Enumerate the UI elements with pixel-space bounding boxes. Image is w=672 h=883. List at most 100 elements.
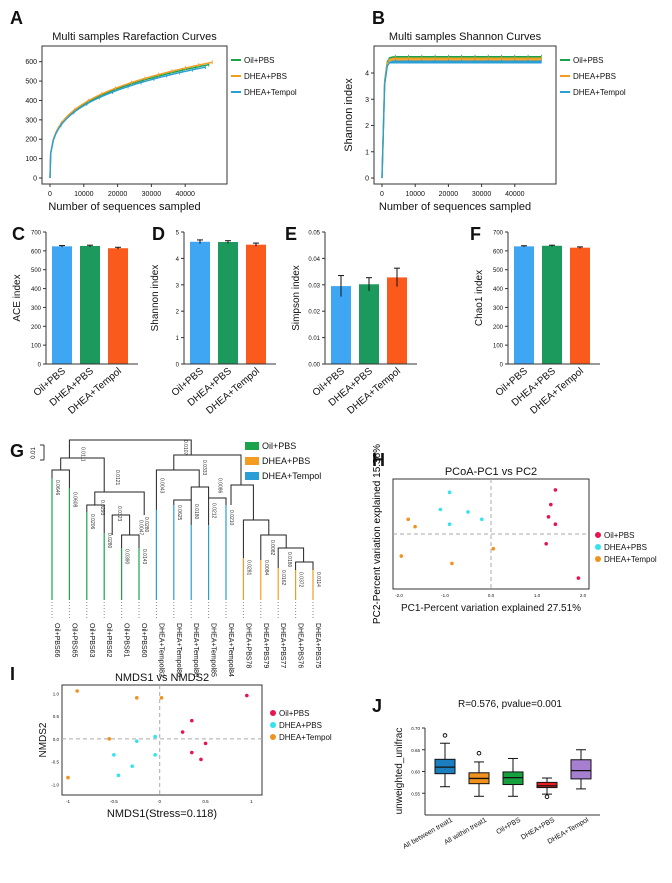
point-DHEA+Tempol (450, 561, 454, 566)
point-DHEA+Tempol (406, 517, 411, 522)
series-line-DHEA+Tempol (381, 60, 542, 179)
branch-length-label: 0.0082 (269, 540, 275, 556)
leaf-label: Oil+PBS66 (53, 623, 60, 658)
point-DHEA+PBS (112, 753, 116, 757)
leaf-label: DHEA+Tempol86 (192, 623, 199, 677)
y-tick-label: 0.65 (411, 748, 420, 753)
point-Oil+PBS (544, 542, 548, 546)
legend-label: Oil+PBS (604, 531, 634, 540)
x-tick-label: 40000 (175, 191, 195, 198)
branch-length-label: 0.0114 (315, 572, 321, 587)
y-tick-label: 400 (493, 287, 504, 293)
branch-length-label: 0.0281 (245, 560, 251, 576)
panel-letter-C: C (12, 224, 25, 244)
point-DHEA+PBS (480, 517, 484, 522)
y-tick-label: 0.02 (308, 310, 320, 316)
legend-swatch (595, 556, 601, 562)
y-tick-label: 300 (25, 117, 37, 124)
y-tick-label: 0.70 (411, 726, 420, 731)
y-tick-label: 3 (365, 97, 369, 104)
point-DHEA+PBS (153, 753, 157, 757)
y-tick-label: 700 (493, 231, 504, 237)
point-Oil+PBS (549, 502, 553, 507)
series-line-Oil+PBS (49, 63, 209, 179)
legend-swatch (245, 472, 259, 480)
x-axis-label: NMDS1(Stress=0.118) (107, 808, 217, 820)
y-axis-label: Simpson index (291, 265, 302, 331)
panel-letter-A: A (10, 8, 23, 28)
dendrogram-branch (111, 514, 131, 535)
x-tick-label: -2.0 (395, 593, 403, 598)
y-tick-label: 100 (493, 344, 504, 350)
y-tick-label: 200 (31, 325, 42, 331)
legend-label: Oil+PBS (244, 56, 274, 65)
x-tick-label: 20000 (108, 191, 128, 198)
point-DHEA+PBS (466, 510, 470, 514)
legend-swatch (245, 442, 259, 450)
point-DHEA+Tempol (399, 554, 404, 558)
panel-letter-E: E (285, 224, 297, 244)
dendrogram-branch (295, 561, 314, 570)
x-axis-label: Number of sequences sampled (379, 201, 531, 213)
outlier-point (442, 733, 448, 738)
point-Oil+PBS (576, 576, 581, 580)
legend-label: DHEA+PBS (573, 72, 616, 81)
legend-label: DHEA+Tempol (262, 471, 321, 481)
y-tick-label: 0.5 (53, 714, 60, 719)
y-tick-label: 0.0 (53, 737, 60, 742)
panel-letter-F: F (470, 224, 481, 244)
leaf-label: Oil+PBS62 (105, 623, 112, 658)
branch-length-label: 0.0625 (176, 505, 182, 521)
legend-label: Oil+PBS (262, 441, 296, 451)
x-tick-label: 10000 (405, 191, 425, 198)
y-tick-label: 0.05 (308, 231, 320, 237)
bar-DHEA+Tempol (108, 248, 128, 364)
point-DHEA+PBS (447, 490, 452, 495)
y-tick-label: 0 (33, 176, 37, 183)
point-DHEA+PBS (116, 773, 121, 778)
leaf-label: DHEA+Tempol84 (227, 623, 234, 677)
dendrogram-branch (86, 504, 105, 533)
y-tick-label: 200 (493, 325, 504, 331)
leaf-label: Oil+PBS61 (123, 623, 130, 658)
leaf-label: DHEA+Tempol85 (210, 623, 217, 677)
point-DHEA+Tempol (134, 696, 139, 700)
bar-DHEA+Tempol (246, 244, 266, 364)
y-tick-label: 0 (500, 363, 504, 369)
y-tick-label: 300 (31, 306, 42, 312)
x-tick-label: 30000 (472, 191, 492, 198)
series-line-DHEA+PBS (381, 57, 542, 179)
x-tick-label: -1.0 (441, 593, 449, 598)
dendrogram-branch (277, 547, 305, 568)
y-axis-label: unweighted_unifrac (394, 728, 405, 815)
x-tick-label: 0 (48, 191, 52, 198)
branch-length-label: 0.0280 (106, 533, 112, 549)
chart-title: NMDS1 vs NMDS2 (115, 672, 209, 684)
plot-frame (373, 45, 557, 185)
y-tick-label: 0.03 (308, 283, 320, 289)
box-Oil+PBS (502, 771, 524, 786)
dendrogram-branch (155, 469, 200, 510)
branch-length-label: 0.0107 (182, 440, 188, 456)
legend-swatch (270, 710, 276, 716)
series-line-DHEA+PBS (49, 61, 213, 179)
point-Oil+PBS (553, 522, 558, 526)
y-axis-label: Shannon index (343, 78, 355, 152)
branch-length-label: 0.0143 (141, 549, 147, 565)
legend-swatch (595, 532, 601, 538)
point-Oil+PBS (180, 730, 185, 734)
point-DHEA+Tempol (107, 737, 112, 741)
branch-length-label: 0.0086 (217, 478, 223, 494)
box-DHEA+Tempol (570, 759, 592, 780)
branch-length-label: 0.0121 (114, 470, 120, 486)
leaf-label: DHEA+PBS75 (314, 623, 321, 668)
point-DHEA+PBS (130, 764, 134, 769)
panel-letter-H: H (372, 450, 385, 470)
y-tick-label: 0 (365, 176, 369, 183)
point-Oil+PBS (190, 750, 194, 755)
branch-length-label: 0.0162 (280, 570, 286, 586)
legend-label: DHEA+Tempol (604, 555, 657, 564)
leaf-label: Oil+PBS60 (140, 623, 147, 658)
y-tick-label: 0.60 (411, 770, 420, 775)
chart-title: Multi samples Shannon Curves (389, 31, 542, 43)
